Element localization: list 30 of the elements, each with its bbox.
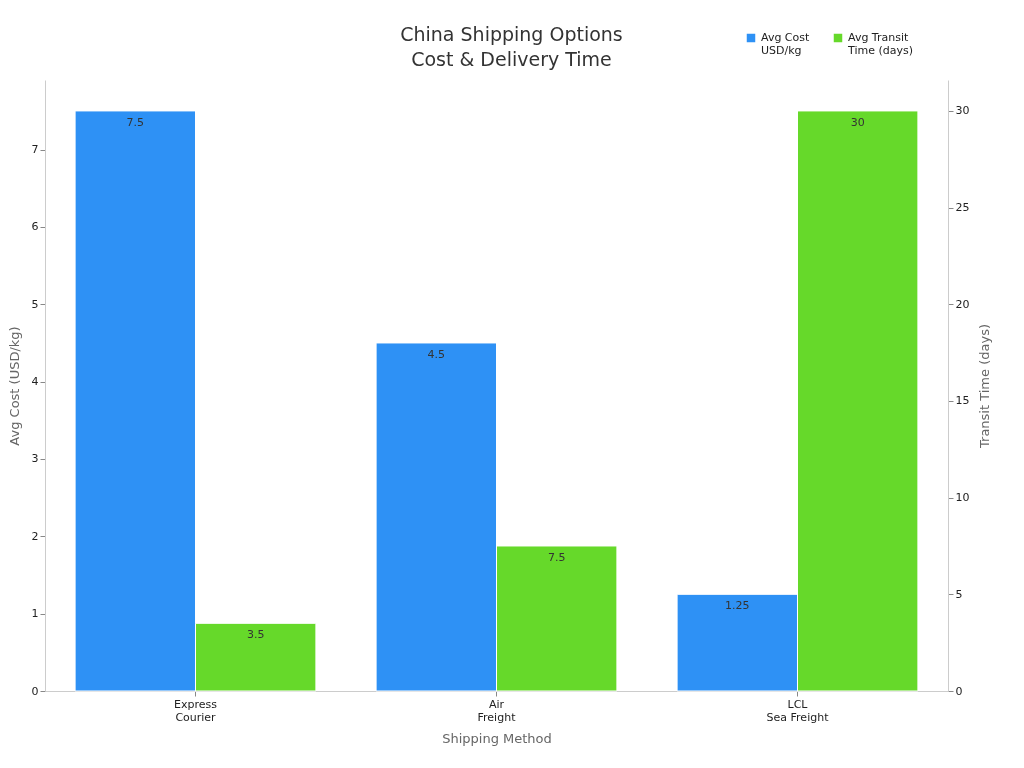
y-tick-label: 3: [31, 452, 39, 466]
y-tick-label: 7: [31, 143, 39, 157]
y-tick-label: 1: [31, 607, 39, 621]
legend-label: Avg Cost USD/kg: [761, 31, 811, 57]
y2-tick-label: 5: [955, 587, 963, 601]
data-label: 7.5: [126, 115, 145, 129]
x-tick-label: LCL Sea Freight: [766, 697, 830, 724]
y-tick-label: 4: [31, 375, 39, 389]
x-axis-title: Shipping Method: [442, 730, 552, 746]
data-label: 4.5: [427, 347, 446, 361]
y2-tick-label: 30: [955, 104, 970, 118]
y-axis-title: Avg Cost (USD/kg): [6, 326, 22, 446]
data-label: 3.5: [246, 628, 265, 642]
y2-tick-label: 0: [955, 684, 963, 698]
x-tick-label: Air Freight: [477, 697, 517, 724]
legend-label: Avg Transit Time (days): [847, 31, 913, 57]
y2-tick-label: 15: [955, 394, 970, 408]
data-label: 7.5: [547, 550, 566, 564]
y2-tick-label: 25: [955, 201, 970, 215]
y2-axis-title: Transit Time (days): [977, 324, 993, 449]
y-tick-label: 2: [31, 529, 39, 543]
data-label: 1.25: [725, 599, 750, 613]
y-tick-label: 6: [31, 220, 39, 234]
y-tick-label: 5: [31, 297, 39, 311]
y2-tick-label: 10: [955, 491, 970, 505]
chart-title: China Shipping Options Cost & Delivery Time: [400, 23, 623, 70]
data-label: 30: [850, 115, 865, 129]
x-tick-label: Express Courier: [174, 697, 218, 724]
y-tick-label: 0: [31, 684, 39, 698]
y2-tick-label: 20: [955, 297, 970, 311]
